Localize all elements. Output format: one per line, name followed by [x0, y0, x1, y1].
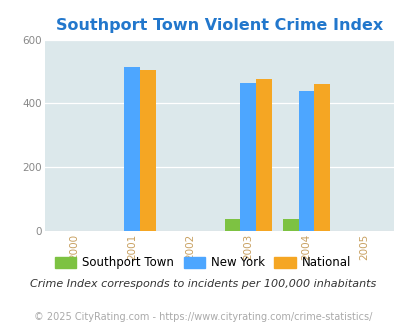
Bar [224, 219, 240, 231]
Legend: Southport Town, New York, National: Southport Town, New York, National [50, 252, 355, 274]
Text: © 2025 CityRating.com - https://www.cityrating.com/crime-statistics/: © 2025 CityRating.com - https://www.city… [34, 312, 371, 322]
Text: Crime Index corresponds to incidents per 100,000 inhabitants: Crime Index corresponds to incidents per… [30, 279, 375, 289]
Bar [139, 70, 155, 231]
Bar [313, 83, 329, 231]
Title: Southport Town Violent Crime Index: Southport Town Violent Crime Index [55, 18, 382, 33]
Bar [282, 219, 298, 231]
Bar [124, 67, 139, 231]
Bar [256, 80, 271, 231]
Bar [240, 82, 256, 231]
Bar [298, 91, 313, 231]
